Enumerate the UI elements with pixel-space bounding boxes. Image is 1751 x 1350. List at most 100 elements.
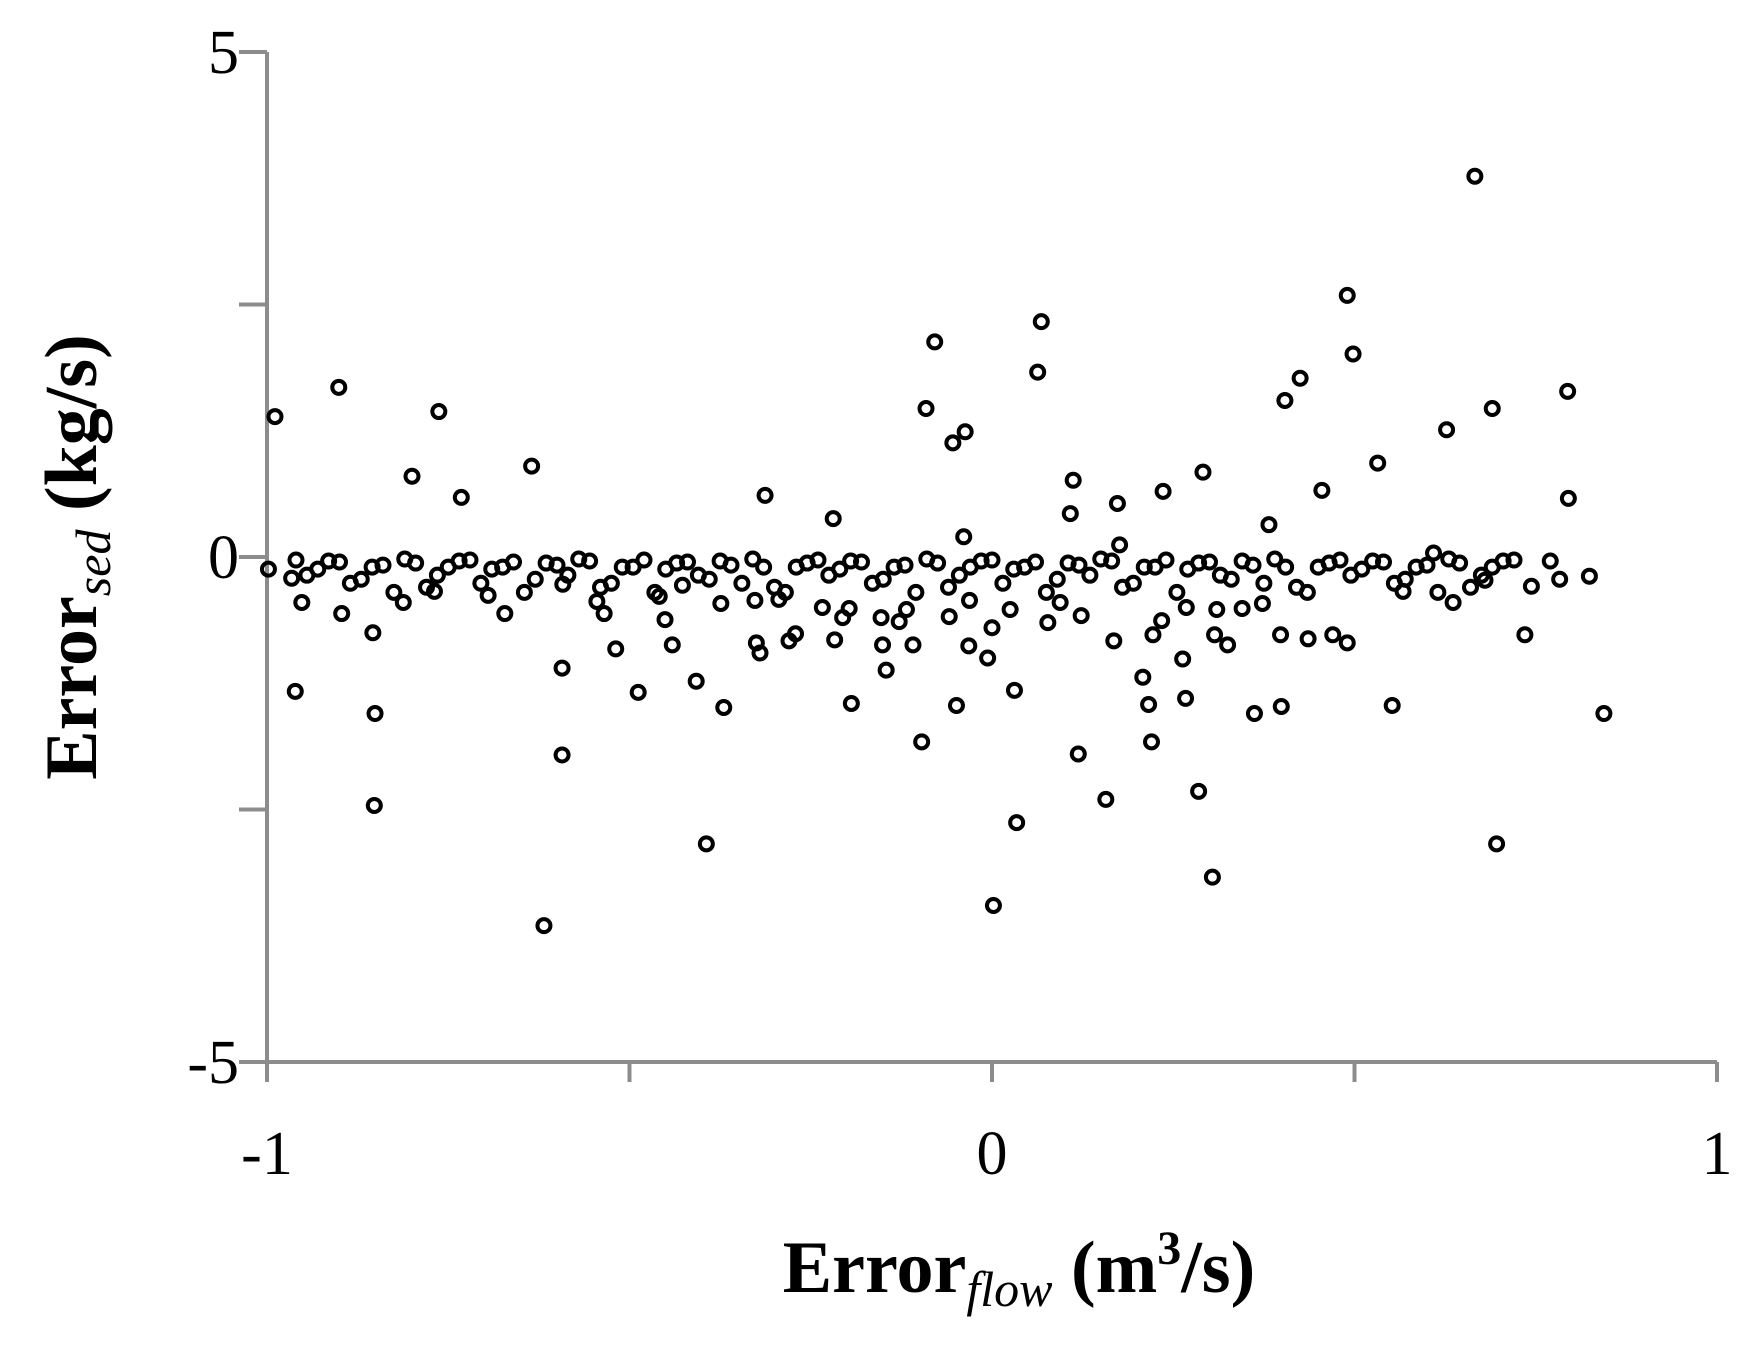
point <box>1462 578 1479 596</box>
point <box>813 599 831 616</box>
point <box>712 594 730 612</box>
point <box>1194 463 1212 481</box>
point <box>872 609 890 627</box>
point <box>602 574 620 592</box>
point <box>450 552 468 570</box>
point <box>656 611 674 629</box>
point <box>940 578 957 596</box>
point <box>1253 594 1271 612</box>
point <box>1494 552 1512 570</box>
point <box>983 551 1001 569</box>
point <box>1338 286 1356 304</box>
point <box>1483 400 1501 418</box>
point <box>1061 505 1079 523</box>
y-title-part: (kg/s) <box>31 334 113 529</box>
point <box>1472 566 1490 584</box>
point <box>1488 835 1506 853</box>
point <box>673 576 691 594</box>
point <box>1016 558 1034 576</box>
point <box>629 683 647 701</box>
point <box>826 631 844 649</box>
point <box>286 682 304 700</box>
point <box>1097 790 1115 808</box>
point <box>494 558 512 576</box>
point <box>1008 814 1026 832</box>
point <box>1039 614 1057 632</box>
point <box>929 554 947 572</box>
point <box>1208 601 1226 619</box>
point <box>926 333 944 351</box>
point <box>950 566 968 584</box>
point <box>595 605 613 623</box>
point <box>979 649 997 667</box>
point <box>1032 313 1050 331</box>
point <box>1103 552 1121 570</box>
point <box>1201 553 1218 571</box>
point <box>746 591 764 609</box>
x-tick-label: -1 <box>241 1120 293 1188</box>
point <box>1146 558 1164 576</box>
point <box>687 672 705 690</box>
point <box>955 528 973 546</box>
point <box>1108 494 1126 512</box>
x-axis-title: Errorflow (m3/s) <box>783 1222 1256 1317</box>
point <box>1203 868 1221 886</box>
point <box>1559 489 1577 507</box>
point <box>1344 345 1362 363</box>
point <box>994 574 1012 592</box>
point <box>1135 558 1153 576</box>
x-tick-label: 1 <box>1702 1120 1733 1188</box>
point <box>961 591 979 609</box>
point <box>283 569 301 587</box>
point <box>1143 733 1160 751</box>
y-title-part: Error <box>31 596 113 780</box>
point <box>1559 382 1577 400</box>
point <box>776 583 794 601</box>
y-tick-label: -5 <box>187 1029 239 1097</box>
y-tick-label: 5 <box>208 19 239 87</box>
point <box>697 835 715 853</box>
y-tick-label: 0 <box>208 524 239 592</box>
point <box>1299 630 1317 648</box>
point <box>1266 550 1284 568</box>
point <box>917 400 935 418</box>
point <box>1338 634 1356 652</box>
y-title-sub: sed <box>65 529 121 597</box>
point <box>663 636 681 654</box>
point <box>715 698 733 716</box>
point <box>1048 570 1066 588</box>
x-tick-label: 0 <box>977 1120 1008 1188</box>
point <box>496 605 514 623</box>
point <box>333 605 351 623</box>
point <box>1324 626 1342 644</box>
point <box>1516 626 1534 644</box>
point <box>472 574 490 592</box>
point <box>1425 544 1443 562</box>
point <box>1037 583 1055 601</box>
point <box>1168 583 1186 601</box>
y-axis-title: Errorsed (kg/s) <box>31 334 121 780</box>
point <box>972 552 990 570</box>
point <box>1064 471 1082 489</box>
point <box>266 408 284 426</box>
point <box>523 457 541 475</box>
point <box>385 583 403 601</box>
point <box>1320 554 1338 572</box>
point <box>1260 516 1278 534</box>
point <box>1522 577 1540 595</box>
point <box>1505 551 1523 569</box>
point <box>853 553 870 571</box>
point <box>515 583 533 601</box>
point <box>1466 167 1484 185</box>
point <box>1313 481 1331 499</box>
point <box>1051 593 1069 611</box>
point <box>1177 689 1195 707</box>
point <box>944 434 962 452</box>
point <box>1001 601 1019 619</box>
point <box>679 553 696 571</box>
point <box>1342 566 1360 584</box>
point <box>983 619 1001 637</box>
point <box>1144 626 1162 644</box>
point <box>1233 552 1251 570</box>
